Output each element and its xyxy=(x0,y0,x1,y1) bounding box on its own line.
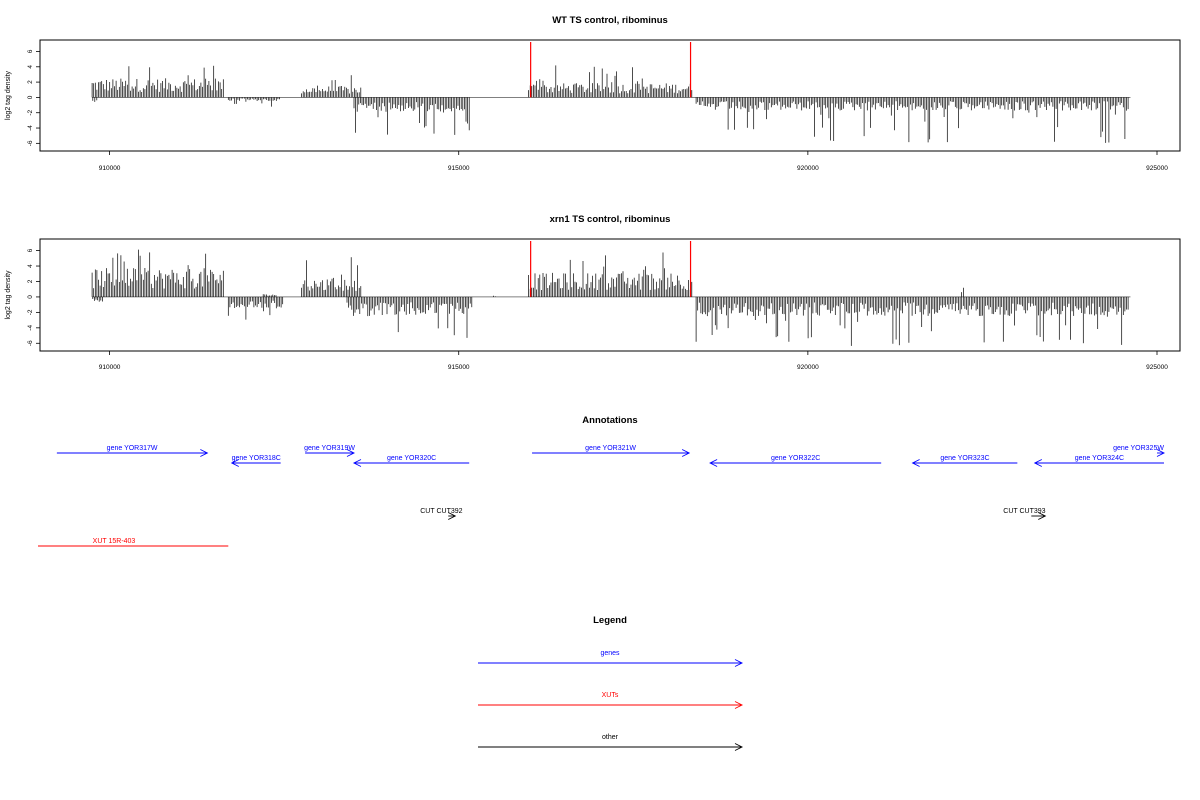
x-tick-label: 920000 xyxy=(797,364,819,371)
y-tick-label: 0 xyxy=(27,295,34,299)
y-tick-label: 4 xyxy=(27,264,34,268)
feature-label: XUT 15R-403 xyxy=(93,538,136,545)
x-axis: 910000 915000 920000 925000 xyxy=(99,151,1168,172)
y-tick-label: 4 xyxy=(27,65,34,69)
feature-annotation: gene YOR319W xyxy=(304,445,355,457)
feature-annotation: XUT 15R-403 xyxy=(38,538,229,547)
x-tick-label: 925000 xyxy=(1146,364,1168,371)
y-tick-label: -2 xyxy=(27,109,34,115)
arrow-head xyxy=(709,459,718,467)
legend-label: genes xyxy=(600,650,620,657)
arrow-head xyxy=(230,459,239,467)
arrow-head xyxy=(352,459,362,467)
feature-annotation: gene YOR321W xyxy=(532,445,691,457)
legend-item: XUTs xyxy=(478,692,744,709)
x-tick-label: 910000 xyxy=(99,165,121,172)
y-tick-label: -4 xyxy=(27,325,34,331)
annotations-title: Annotations xyxy=(582,415,637,426)
arrow-head xyxy=(734,659,744,667)
feature-annotation: gene YOR320C xyxy=(352,455,470,467)
arrow-head xyxy=(448,512,457,520)
legend-item: other xyxy=(478,734,744,751)
feature-label: gene YOR323C xyxy=(940,455,989,462)
arrow-head xyxy=(681,449,691,457)
feature-label: gene YOR321W xyxy=(585,445,636,452)
feature-annotation: gene YOR318C xyxy=(230,455,281,467)
y-tick-label: -4 xyxy=(27,125,34,131)
feature-label: CUT CUT392 xyxy=(420,508,462,515)
feature-annotation: gene YOR324C xyxy=(1033,455,1164,467)
plot-frame xyxy=(39,238,1181,352)
y-tick-label: -6 xyxy=(27,140,34,146)
arrow-head xyxy=(911,459,920,467)
x-tick-label: 920000 xyxy=(797,165,819,172)
y-axis: -6 -4 -2 0 2 4 6 xyxy=(27,248,40,346)
feature-label: gene YOR322C xyxy=(771,455,820,462)
feature-label: gene YOR324C xyxy=(1075,455,1124,462)
feature-annotation: CUT CUT392 xyxy=(420,508,463,520)
x-axis: 910000 915000 920000 925000 xyxy=(99,351,1168,371)
feature-label: CUT CUT393 xyxy=(1003,508,1045,515)
legend: Legend genes XUTs other xyxy=(478,615,744,751)
feature-annotation: gene YOR325W xyxy=(1113,445,1165,457)
chart-panel-1: WT TS control, ribominus -6 -4 -2 0 2 4 6 log2 t… xyxy=(5,15,1181,172)
arrow-head xyxy=(346,449,355,457)
chart-title: xrn1 TS control, ribominus xyxy=(550,214,671,225)
feature-annotation: gene YOR323C xyxy=(911,455,1018,467)
x-tick-label: 915000 xyxy=(448,165,470,172)
arrow-head xyxy=(734,743,744,751)
plot-frame xyxy=(39,39,1181,152)
annotations-track: Annotations gene YOR317W gene YOR318C gene … xyxy=(38,415,1165,547)
arrow-head xyxy=(1156,449,1165,457)
arrow-head xyxy=(734,701,744,709)
y-tick-label: 2 xyxy=(27,80,34,84)
arrow-head xyxy=(1033,459,1043,467)
y-tick-label: 0 xyxy=(27,95,34,99)
y-tick-label: -2 xyxy=(27,309,34,315)
signal-bars xyxy=(91,249,1129,346)
x-tick-label: 915000 xyxy=(448,364,470,371)
feature-annotation: gene YOR322C xyxy=(709,455,882,467)
y-axis-label: log2 tag density xyxy=(5,70,12,120)
x-tick-label: 925000 xyxy=(1146,165,1168,172)
feature-annotation: CUT CUT393 xyxy=(1003,508,1047,520)
chart-panel-2: xrn1 TS control, ribominus -6 -4 -2 0 2 4 6 log2… xyxy=(5,214,1181,371)
feature-annotation: gene YOR317W xyxy=(56,445,209,457)
chart-title: WT TS control, ribominus xyxy=(552,15,668,26)
arrow-head xyxy=(200,449,209,457)
feature-label: gene YOR325W xyxy=(1113,445,1164,452)
feature-label: gene YOR320C xyxy=(387,455,436,462)
y-tick-label: 6 xyxy=(27,248,34,252)
feature-label: gene YOR317W xyxy=(107,445,158,452)
y-tick-label: 2 xyxy=(27,279,34,283)
y-tick-label: 6 xyxy=(27,49,34,53)
arrow-head xyxy=(1038,512,1047,520)
feature-label: gene YOR318C xyxy=(232,455,281,462)
legend-title: Legend xyxy=(593,615,627,626)
y-axis: -6 -4 -2 0 2 4 6 xyxy=(27,49,40,146)
legend-label: other xyxy=(602,734,619,741)
feature-label: gene YOR319W xyxy=(304,445,355,452)
signal-bars xyxy=(91,65,1129,143)
legend-item: genes xyxy=(478,650,744,667)
x-tick-label: 910000 xyxy=(99,364,121,371)
y-axis-label: log2 tag density xyxy=(5,270,12,320)
y-tick-label: -6 xyxy=(27,340,34,346)
legend-label: XUTs xyxy=(602,692,619,699)
